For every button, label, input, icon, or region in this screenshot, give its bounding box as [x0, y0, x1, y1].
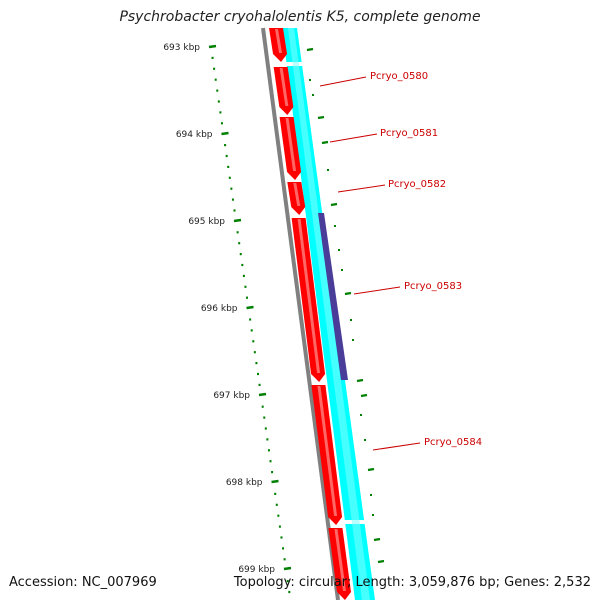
- track-tick-1: [306, 47, 314, 52]
- track-tick-4: [330, 202, 338, 207]
- highlight-segment: [318, 213, 348, 380]
- gene-label-pcryo_0581: Pcryo_0581: [380, 128, 438, 139]
- map-title: Psychrobacter cryohalolentis K5, complet…: [119, 9, 481, 25]
- track-tick-5: [344, 291, 352, 296]
- cds-arrow-sheen-3: [285, 118, 297, 171]
- gene-label-pcryo_0583: Pcryo_0583: [404, 281, 462, 292]
- gene-label-pcryo_0584: Pcryo_0584: [424, 437, 482, 448]
- gene-leader-4: [353, 286, 401, 295]
- tick-label-2: 694 kbp: [176, 130, 213, 140]
- cds-arrow-sheen-4: [293, 183, 301, 206]
- cds-arrow-sheen-7: [334, 529, 346, 591]
- major-tick-5: [258, 392, 267, 397]
- track-tick-3: [321, 140, 329, 145]
- major-tick-1: [208, 44, 217, 49]
- tick-label-4: 696 kbp: [201, 304, 238, 314]
- track-tick-9: [373, 537, 381, 542]
- major-tick-4: [246, 305, 254, 310]
- gene-label-pcryo_0580: Pcryo_0580: [370, 71, 428, 82]
- track-tick-10: [377, 559, 385, 564]
- cds-arrow-sheen-6: [317, 386, 338, 516]
- gene-leader-5: [372, 442, 421, 451]
- track-tick-8: [367, 467, 375, 472]
- tick-label-6: 698 kbp: [226, 478, 263, 488]
- tick-label-1: 693 kbp: [163, 43, 200, 53]
- tick-label-7: 699 kbp: [238, 565, 275, 575]
- gene-label-pcryo_0582: Pcryo_0582: [388, 179, 446, 190]
- gene-track-sheen: [288, 28, 370, 600]
- kbp-ruler: 693 kbp 694 kbp 695 kbp 696 kbp 697 kbp 698 k…: [163, 43, 385, 594]
- gene-leader-2: [329, 133, 378, 143]
- major-tick-6: [271, 479, 279, 484]
- track-tick-2: [317, 115, 325, 120]
- tick-label-3: 695 kbp: [188, 217, 225, 227]
- cds-arrow-sheen-1: [275, 29, 283, 53]
- accession-text: Accession: NC_007969: [9, 575, 157, 590]
- track-tick-7: [360, 393, 368, 398]
- major-tick-2: [221, 131, 229, 136]
- track-tick-6: [356, 378, 364, 383]
- cds-arrow-sheen-5: [297, 219, 321, 373]
- tick-label-5: 697 kbp: [213, 391, 250, 401]
- backbone-line: [261, 27, 340, 600]
- gene-leader-1: [319, 76, 367, 87]
- cds-arrow-sheen-2: [279, 68, 289, 106]
- genome-summary-text: Topology: circular; Length: 3,059,876 bp…: [233, 575, 591, 590]
- major-tick-3: [233, 218, 242, 223]
- major-tick-7: [283, 566, 292, 571]
- gene-leader-3: [337, 184, 386, 193]
